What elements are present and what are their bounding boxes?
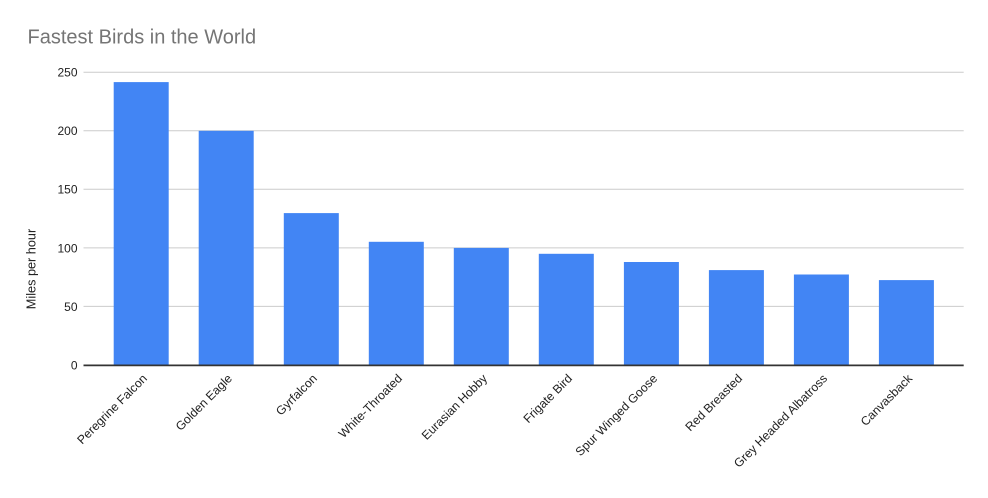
- svg-text:200: 200: [57, 124, 77, 138]
- svg-text:100: 100: [57, 241, 77, 255]
- svg-text:Miles per hour: Miles per hour: [25, 228, 39, 309]
- svg-text:0: 0: [71, 358, 78, 372]
- svg-text:Fastest Birds in the World: Fastest Birds in the World: [28, 27, 257, 49]
- svg-text:150: 150: [57, 183, 77, 197]
- svg-text:50: 50: [64, 300, 78, 314]
- svg-text:250: 250: [57, 66, 77, 80]
